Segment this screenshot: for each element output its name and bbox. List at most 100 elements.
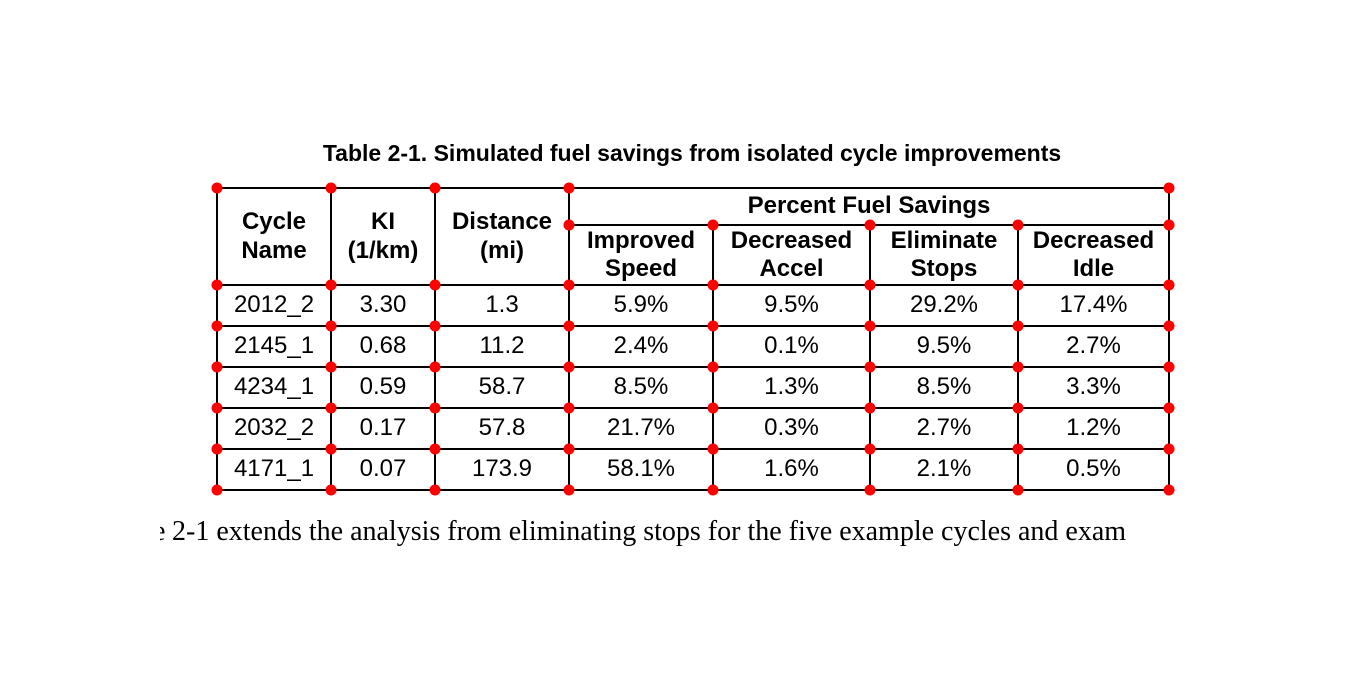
grid-intersection-marker — [1163, 279, 1175, 291]
grid-intersection-marker — [563, 484, 575, 496]
table-cell: 58.7 — [436, 368, 568, 407]
grid-intersection-marker — [1163, 402, 1175, 414]
grid-intersection-marker — [325, 279, 337, 291]
grid-intersection-marker — [429, 182, 441, 194]
column-header-improved-speed: Improved Speed — [570, 226, 712, 284]
grid-intersection-marker — [563, 402, 575, 414]
grid-intersection-marker — [1012, 320, 1024, 332]
grid-intersection-marker — [864, 484, 876, 496]
table-cell: 8.5% — [570, 368, 712, 407]
column-header-cycle-name: Cycle Name — [218, 189, 330, 284]
grid-intersection-marker — [429, 443, 441, 455]
grid-intersection-marker — [1163, 320, 1175, 332]
grid-intersection-marker — [864, 279, 876, 291]
grid-intersection-marker — [707, 443, 719, 455]
grid-intersection-marker — [1012, 279, 1024, 291]
grid-intersection-marker — [563, 443, 575, 455]
grid-intersection-marker — [563, 361, 575, 373]
grid-intersection-marker — [563, 182, 575, 194]
table-cell: 0.3% — [714, 409, 869, 448]
grid-intersection-marker — [325, 402, 337, 414]
column-header-percent-fuel-savings: Percent Fuel Savings — [570, 189, 1168, 224]
table-cell: 3.30 — [332, 286, 434, 325]
table-cell: 2145_1 — [218, 327, 330, 366]
table-cell: 29.2% — [871, 286, 1017, 325]
grid-intersection-marker — [864, 361, 876, 373]
grid-intersection-marker — [211, 361, 223, 373]
table-cell: 4171_1 — [218, 450, 330, 489]
grid-intersection-marker — [429, 320, 441, 332]
grid-intersection-marker — [707, 219, 719, 231]
table-cell: 2032_2 — [218, 409, 330, 448]
grid-intersection-marker — [1163, 443, 1175, 455]
grid-intersection-marker — [1012, 443, 1024, 455]
grid-intersection-marker — [707, 320, 719, 332]
table-cell: 2.7% — [871, 409, 1017, 448]
grid-intersection-marker — [325, 320, 337, 332]
grid-intersection-marker — [211, 443, 223, 455]
clipped-word-fragment: e — [160, 516, 166, 548]
table-cell: 0.59 — [332, 368, 434, 407]
grid-intersection-marker — [864, 443, 876, 455]
table-cell: 2.4% — [570, 327, 712, 366]
grid-intersection-marker — [325, 484, 337, 496]
grid-intersection-marker — [429, 361, 441, 373]
grid-intersection-marker — [325, 182, 337, 194]
table-cell: 9.5% — [871, 327, 1017, 366]
grid-intersection-marker — [1163, 182, 1175, 194]
body-text-line: 2-1 extends the analysis from eliminatin… — [172, 516, 1127, 547]
grid-intersection-marker — [864, 320, 876, 332]
table-cell: 17.4% — [1019, 286, 1168, 325]
grid-intersection-marker — [325, 361, 337, 373]
grid-intersection-marker — [1012, 484, 1024, 496]
table-cell: 1.3% — [714, 368, 869, 407]
grid-intersection-marker — [211, 182, 223, 194]
table-cell: 8.5% — [871, 368, 1017, 407]
grid-intersection-marker — [429, 484, 441, 496]
table-cell: 0.68 — [332, 327, 434, 366]
table-cell: 0.17 — [332, 409, 434, 448]
grid-intersection-marker — [707, 361, 719, 373]
column-header-decreased-accel: Decreased Accel — [714, 226, 869, 284]
table-cell: 9.5% — [714, 286, 869, 325]
table-cell: 3.3% — [1019, 368, 1168, 407]
grid-intersection-marker — [1012, 219, 1024, 231]
data-table: Cycle Name KI (1/km) Distance (mi) Perce… — [216, 187, 1170, 491]
grid-intersection-marker — [563, 279, 575, 291]
column-header-decreased-idle: Decreased Idle — [1019, 226, 1168, 284]
grid-intersection-marker — [707, 402, 719, 414]
table-cell: 58.1% — [570, 450, 712, 489]
grid-intersection-marker — [325, 443, 337, 455]
grid-intersection-marker — [707, 484, 719, 496]
table-cell: 2.1% — [871, 450, 1017, 489]
grid-intersection-marker — [864, 219, 876, 231]
grid-intersection-marker — [211, 402, 223, 414]
table-cell: 57.8 — [436, 409, 568, 448]
table-cell: 1.6% — [714, 450, 869, 489]
table-cell: 173.9 — [436, 450, 568, 489]
column-header-distance: Distance (mi) — [436, 189, 568, 284]
grid-intersection-marker — [1163, 219, 1175, 231]
grid-intersection-marker — [211, 320, 223, 332]
column-header-eliminate-stops: Eliminate Stops — [871, 226, 1017, 284]
table-cell: 1.3 — [436, 286, 568, 325]
grid-intersection-marker — [429, 402, 441, 414]
table-cell: 4234_1 — [218, 368, 330, 407]
column-header-ki: KI (1/km) — [332, 189, 434, 284]
table-cell: 2012_2 — [218, 286, 330, 325]
table-cell: 11.2 — [436, 327, 568, 366]
table-cell: 0.07 — [332, 450, 434, 489]
grid-intersection-marker — [211, 279, 223, 291]
table-cell: 0.1% — [714, 327, 869, 366]
grid-intersection-marker — [211, 484, 223, 496]
grid-intersection-marker — [1012, 361, 1024, 373]
table-cell: 1.2% — [1019, 409, 1168, 448]
grid-intersection-marker — [1163, 361, 1175, 373]
table-cell: 0.5% — [1019, 450, 1168, 489]
grid-intersection-marker — [1012, 402, 1024, 414]
grid-intersection-marker — [707, 279, 719, 291]
grid-intersection-marker — [1163, 484, 1175, 496]
table-cell: 21.7% — [570, 409, 712, 448]
table-cell: 5.9% — [570, 286, 712, 325]
